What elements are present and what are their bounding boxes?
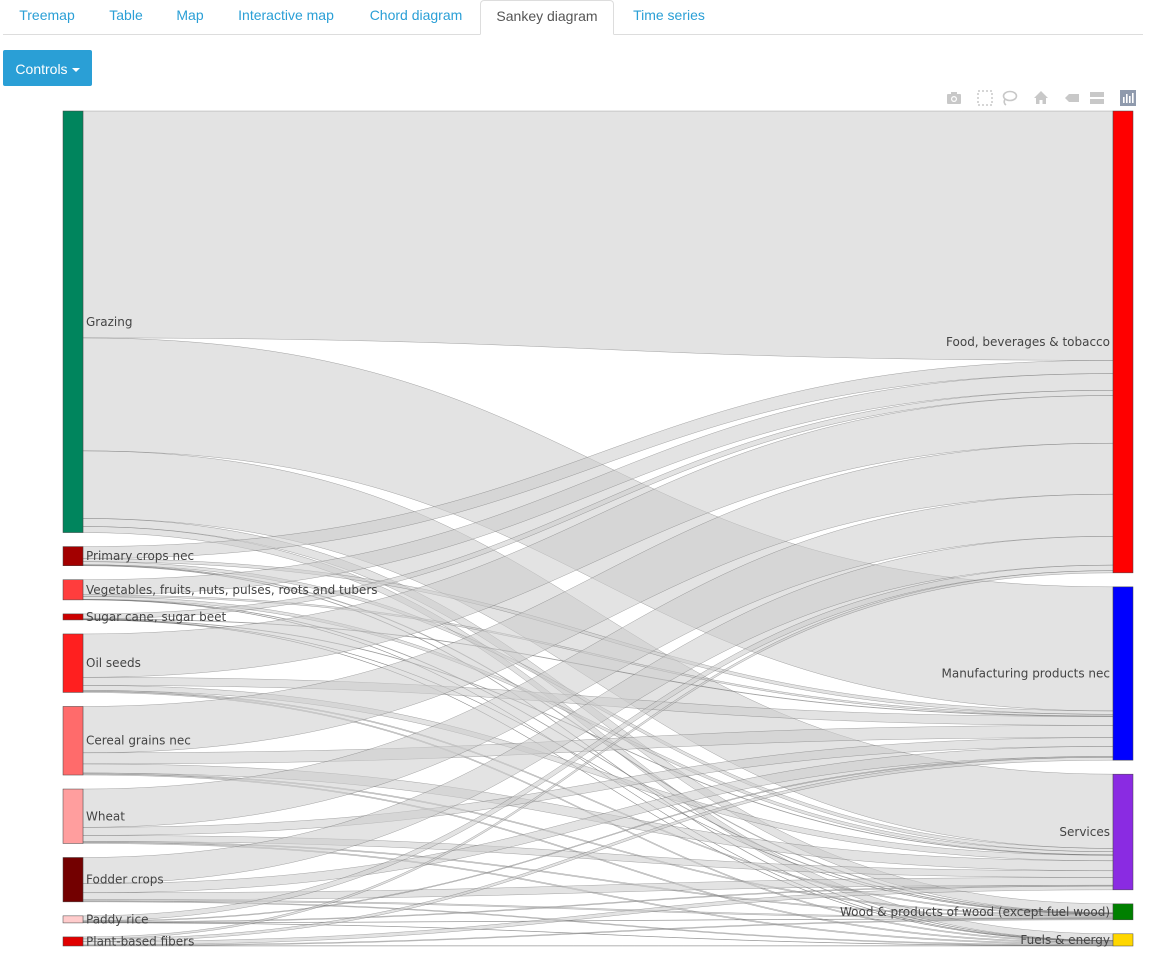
- node-services[interactable]: [1112, 773, 1134, 891]
- node-label-primary-crops-nec: Primary crops nec: [86, 549, 194, 563]
- node-paddy-rice[interactable]: [62, 915, 84, 924]
- node-label-grazing: Grazing: [86, 315, 132, 329]
- tab-treemap[interactable]: Treemap: [19, 7, 75, 23]
- node-label-paddy-rice: Paddy rice: [86, 912, 148, 926]
- plotly-logo-icon[interactable]: [1118, 88, 1138, 108]
- tab-bar: Treemap Table Map Interactive map Chord …: [3, 0, 1143, 35]
- box-select-icon[interactable]: [975, 88, 995, 108]
- node-oil-seeds[interactable]: [62, 633, 84, 693]
- node-fuels-energy[interactable]: [1112, 933, 1134, 947]
- node-manufacturing-products-nec[interactable]: [1112, 586, 1134, 761]
- node-label-services: Services: [1059, 825, 1110, 839]
- sankey-links: [82, 110, 1114, 947]
- node-wheat[interactable]: [62, 788, 84, 844]
- node-label-plant-based-fibers: Plant-based fibers: [86, 934, 194, 948]
- node-label-food-beverages-tobacco: Food, beverages & tobacco: [946, 335, 1110, 349]
- node-wood-products-of-wood-except-fuel-wood[interactable]: [1112, 903, 1134, 921]
- sankey-nodes: Grazing Primary crops nec Vegetables, frui…: [62, 110, 1134, 948]
- camera-icon[interactable]: [944, 88, 964, 108]
- node-food-beverages-tobacco[interactable]: [1112, 110, 1134, 574]
- tab-interactive-map[interactable]: Interactive map: [238, 7, 334, 23]
- node-label-wood-products-of-wood-except-fuel-wood: Wood & products of wood (except fuel woo…: [840, 905, 1110, 919]
- node-label-wheat: Wheat: [86, 809, 125, 823]
- lasso-icon[interactable]: [999, 88, 1019, 108]
- node-label-fuels-energy: Fuels & energy: [1020, 933, 1110, 947]
- home-icon[interactable]: [1031, 88, 1051, 108]
- tab-map[interactable]: Map: [176, 7, 204, 23]
- caret-down-icon: [71, 68, 80, 73]
- node-sugar-cane-sugar-beet[interactable]: [62, 613, 84, 621]
- node-label-manufacturing-products-nec: Manufacturing products nec: [941, 667, 1110, 681]
- node-grazing[interactable]: [62, 110, 84, 533]
- sankey-chart: Grazing Primary crops nec Vegetables, frui…: [62, 110, 1134, 948]
- controls-dropdown-button[interactable]: Controls: [3, 50, 92, 86]
- link-grazing-to-food-beverages-tobacco[interactable]: [82, 110, 1114, 361]
- node-primary-crops-nec[interactable]: [62, 546, 84, 566]
- controls-label: Controls: [15, 61, 68, 77]
- node-fodder-crops[interactable]: [62, 857, 84, 903]
- node-label-fodder-crops: Fodder crops: [86, 873, 164, 887]
- node-label-sugar-cane-sugar-beet: Sugar cane, sugar beet: [86, 610, 226, 624]
- hover-closest-icon[interactable]: [1062, 88, 1082, 108]
- node-label-vegetables-fruits-nuts-pulses-roots-and-tubers: Vegetables, fruits, nuts, pulses, roots …: [86, 583, 378, 597]
- node-vegetables-fruits-nuts-pulses-roots-and-tubers[interactable]: [62, 579, 84, 601]
- tab-table[interactable]: Table: [109, 7, 143, 23]
- node-label-cereal-grains-nec: Cereal grains nec: [86, 734, 191, 748]
- hover-compare-icon[interactable]: [1087, 88, 1107, 108]
- node-plant-based-fibers[interactable]: [62, 936, 84, 947]
- tab-sankey-diagram[interactable]: Sankey diagram: [480, 0, 614, 35]
- tab-chord-diagram[interactable]: Chord diagram: [369, 7, 463, 23]
- tab-time-series[interactable]: Time series: [633, 7, 705, 23]
- node-label-oil-seeds: Oil seeds: [86, 656, 141, 670]
- node-cereal-grains-nec[interactable]: [62, 706, 84, 776]
